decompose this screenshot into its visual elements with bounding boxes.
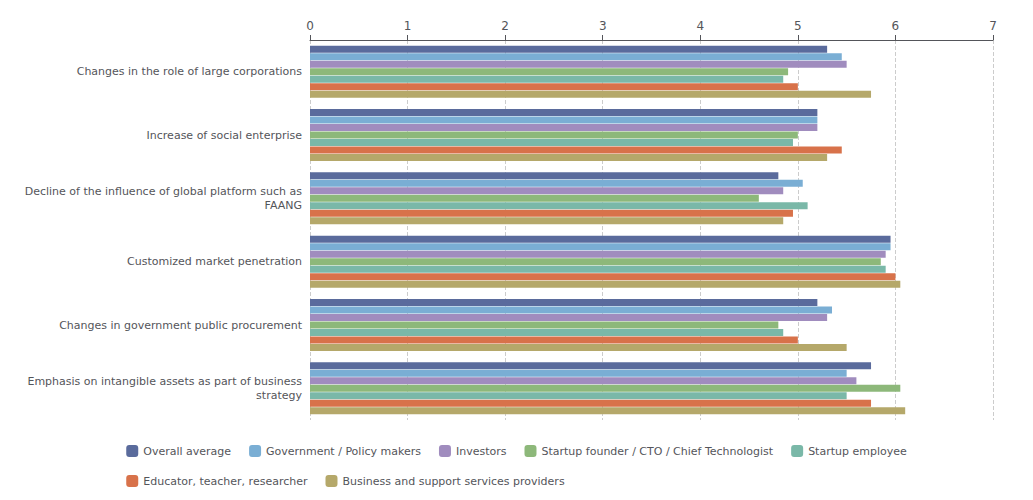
svg-text:Changes in the role of large c: Changes in the role of large corporation… (77, 65, 303, 78)
svg-text:Investors: Investors (456, 445, 507, 458)
svg-text:4: 4 (696, 19, 704, 33)
svg-text:Increase of social enterprise: Increase of social enterprise (147, 129, 303, 142)
svg-text:6: 6 (892, 19, 900, 33)
svg-text:Startup employee: Startup employee (808, 445, 907, 458)
svg-text:5: 5 (794, 19, 802, 33)
svg-text:Emphasis on intangible assets: Emphasis on intangible assets as part of… (27, 375, 302, 388)
svg-text:Business and support services: Business and support services providers (342, 475, 564, 488)
svg-text:Startup founder / CTO / Chief: Startup founder / CTO / Chief Technologi… (541, 445, 773, 458)
svg-text:1: 1 (404, 19, 412, 33)
svg-text:strategy: strategy (256, 389, 302, 402)
svg-text:Customized market penetration: Customized market penetration (127, 255, 302, 268)
svg-text:Educator, teacher, researcher: Educator, teacher, researcher (143, 475, 308, 488)
svg-text:0: 0 (306, 19, 314, 33)
svg-text:2: 2 (501, 19, 509, 33)
svg-text:7: 7 (989, 19, 997, 33)
svg-text:FAANG: FAANG (265, 199, 302, 212)
svg-text:3: 3 (599, 19, 607, 33)
svg-text:Decline of the influence of gl: Decline of the influence of global platf… (25, 185, 303, 198)
svg-text:Overall average: Overall average (143, 445, 231, 458)
svg-text:Changes in government public p: Changes in government public procurement (59, 319, 303, 332)
svg-text:Government / Policy makers: Government / Policy makers (266, 445, 421, 458)
